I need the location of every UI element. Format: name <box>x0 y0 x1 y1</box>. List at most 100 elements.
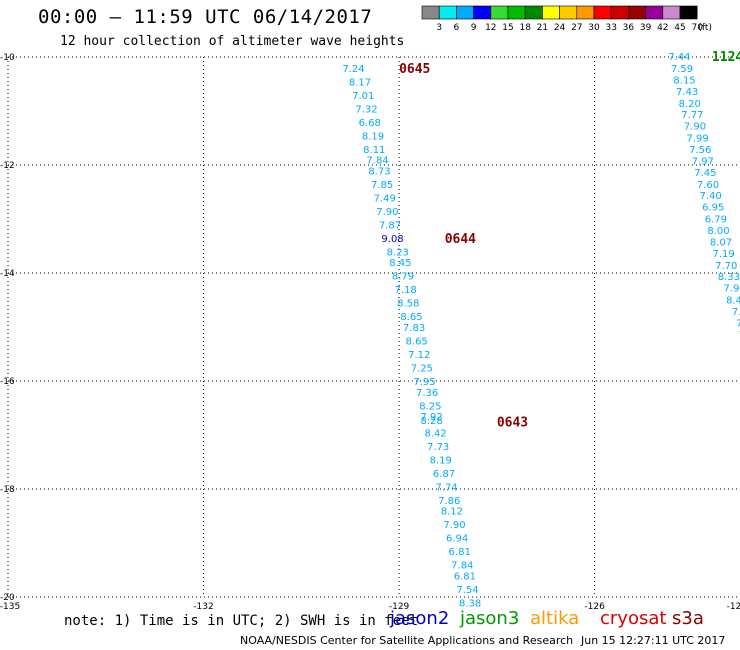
colorbar-label: 21 <box>537 23 548 33</box>
wave-height-label: 6.81 <box>454 571 476 582</box>
wave-height-label: 7.49 <box>374 193 396 204</box>
x-tick-label: -126 <box>584 602 605 612</box>
wave-height-label: 7.84 <box>451 561 473 572</box>
wave-height-label: 6.79 <box>705 214 727 225</box>
wave-height-label: 7 <box>736 319 740 330</box>
wave-height-label: 6.87 <box>433 469 455 480</box>
wave-height-label: 7.87 <box>379 220 401 231</box>
wave-height-label: 8.19 <box>362 131 384 142</box>
wave-height-label: 8.4 <box>726 295 740 306</box>
wave-height-label: 7.24 <box>342 64 364 75</box>
wave-height-label: 7.90 <box>684 122 706 133</box>
wave-height-label: 8.00 <box>707 226 729 237</box>
generated-timestamp: Jun 15 12:27:11 UTC 2017 <box>581 634 726 647</box>
wave-height-label: 7.12 <box>408 350 430 361</box>
wave-height-label: 7.90 <box>443 520 465 531</box>
wave-height-label: 8.19 <box>430 455 452 466</box>
colorbar-label: 3 <box>436 23 442 33</box>
colorbar-swatch <box>490 5 509 20</box>
wave-height-label: 7.9 <box>724 284 740 295</box>
y-tick-label: -18 <box>0 485 15 495</box>
wave-height-label: 7.45 <box>694 168 716 179</box>
wave-height-label: 6.95 <box>702 203 724 214</box>
wave-height-label: 8.07 <box>710 238 732 249</box>
wave-height-label: 7 <box>739 330 740 341</box>
pass-time-label: 0643 <box>497 416 528 431</box>
wave-height-label: 7.25 <box>411 364 433 375</box>
x-tick-label: -12 <box>727 602 740 612</box>
y-tick-label: -10 <box>0 53 15 63</box>
wave-height-label: 7.70 <box>715 261 737 272</box>
satellite-legend-s3a: s3a <box>672 608 704 629</box>
y-tick-label: -16 <box>0 377 15 387</box>
wave-height-label: 8.23 <box>387 247 409 258</box>
colorbar-swatch <box>421 5 440 20</box>
colorbar-swatch <box>542 5 560 20</box>
wave-height-label: 7.73 <box>427 442 449 453</box>
colorbar-label: 33 <box>605 23 616 33</box>
colorbar-label: 36 <box>623 23 635 33</box>
wave-height-label: 8.45 <box>389 258 411 269</box>
axis-ticks: -10-12-14-16-18-20-135-132-129-126-123-1… <box>0 53 740 612</box>
wave-height-label: 7.97 <box>692 157 714 168</box>
colorbar-swatch <box>679 5 698 20</box>
wave-height-label: 6.81 <box>449 547 471 558</box>
wave-height-label: 7.84 <box>366 156 388 167</box>
wave-height-label: 8.58 <box>397 299 419 310</box>
wave-height-label: 9.08 <box>381 234 403 245</box>
colorbar-label: 9 <box>471 23 477 33</box>
wave-height-label: 6.68 <box>359 118 381 129</box>
wave-height-label: 7.54 <box>456 585 478 596</box>
wave-height-label: 7.60 <box>697 180 719 191</box>
wave-height-label: 7. <box>732 307 740 318</box>
wave-height-label: 8.65 <box>400 312 422 323</box>
wave-height-label: 7.18 <box>394 285 416 296</box>
colorbar-swatch <box>645 5 664 20</box>
wave-height-label: 8.17 <box>349 77 371 88</box>
wave-height-label: 7.85 <box>371 180 393 191</box>
wave-height-label: 8.38 <box>459 598 481 609</box>
y-tick-label: -14 <box>0 269 15 279</box>
pass-time-label: 0645 <box>399 62 430 77</box>
colorbar-label: 6 <box>454 23 460 33</box>
colorbar-swatch <box>438 5 457 20</box>
track-annotations: 0645064406431124112 <box>399 50 740 431</box>
wave-height-label: 7.77 <box>681 110 703 121</box>
wave-height-label: 7.59 <box>671 64 693 75</box>
wave-height-label: 8.42 <box>424 428 446 439</box>
colorbar-swatch <box>628 5 646 20</box>
wave-height-label: 8.12 <box>441 507 463 518</box>
x-tick-label: -132 <box>193 602 213 612</box>
colorbar-swatch <box>524 5 543 20</box>
wave-height-label: 7.74 <box>436 482 458 493</box>
wave-height-label: 8.11 <box>363 145 385 156</box>
wave-height-label: 8.73 <box>368 166 390 177</box>
colorbar-label: 27 <box>571 23 582 33</box>
wave-height-label: 8.33 <box>718 272 740 283</box>
colorbar-swatch <box>559 5 578 20</box>
colorbar-label: 18 <box>519 23 531 33</box>
colorbar-swatch <box>593 5 612 20</box>
wave-height-label: 7.40 <box>699 191 721 202</box>
wave-height-label: 8.15 <box>673 76 695 87</box>
x-tick-label: -135 <box>0 602 20 612</box>
wave-height-label: 7.83 <box>403 323 425 334</box>
satellite-legend-altika: altika <box>530 608 580 629</box>
colorbar-label: 70 <box>691 23 703 33</box>
pass-time-label: 1124 <box>712 50 740 65</box>
colorbar-label: 30 <box>588 23 600 33</box>
colorbar-legend: 3 6 9 12 15 18 21 24 27 30 33 36 39 42 45 70(ft) <box>421 5 712 33</box>
wave-height-label: 8.25 <box>419 401 441 412</box>
wave-height-label: 7.90 <box>376 207 398 218</box>
data-points: 7.248.177.017.326.688.198.117.848.737.85… <box>342 52 740 609</box>
colorbar-swatch <box>662 5 681 20</box>
x-tick-label: -129 <box>389 602 410 612</box>
colorbar-swatch <box>576 5 595 20</box>
colorbar-unit: (ft) <box>698 23 712 33</box>
wave-height-label: 7.44 <box>668 52 690 63</box>
wave-height-label: 7.32 <box>355 104 377 115</box>
wave-height-label: 7.19 <box>713 249 735 260</box>
colorbar-swatch <box>507 5 526 20</box>
chart-title: 00:00 – 11:59 UTC 06/14/2017 <box>38 6 373 28</box>
